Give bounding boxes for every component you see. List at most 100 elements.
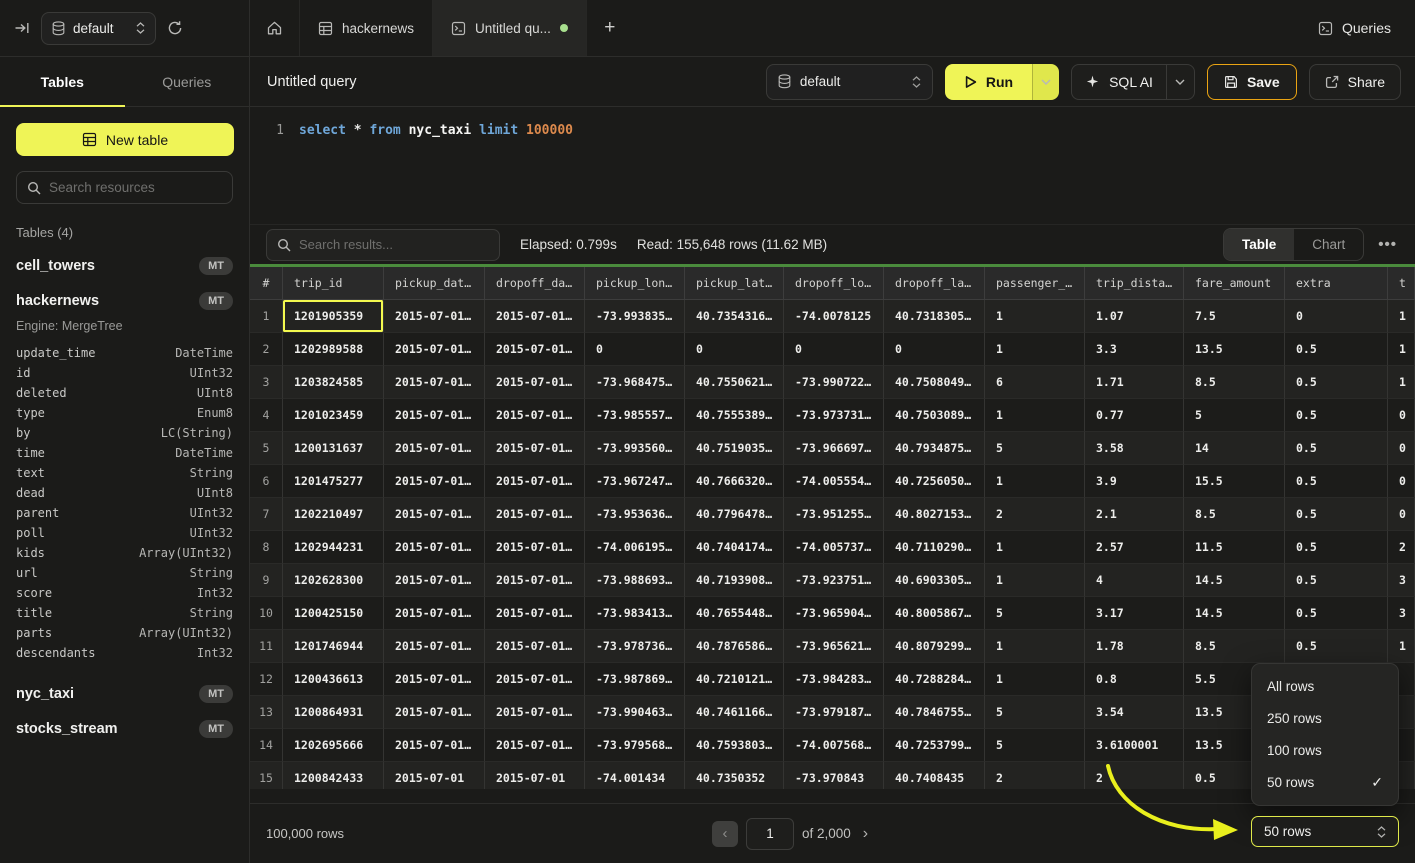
cell[interactable]: 0.8 — [1085, 663, 1184, 696]
cell[interactable]: -73.990463… — [585, 696, 685, 729]
cell[interactable]: 40.7404174… — [685, 531, 784, 564]
cell[interactable]: 2015-07-01… — [384, 663, 485, 696]
cell[interactable]: 3.17 — [1085, 597, 1184, 630]
cell[interactable]: 0.77 — [1085, 399, 1184, 432]
cell[interactable]: 2015-07-01… — [384, 531, 485, 564]
cell[interactable]: -73.987869… — [585, 663, 685, 696]
view-toggle-table[interactable]: Table — [1224, 229, 1294, 260]
column-header[interactable]: fare_amount — [1184, 267, 1285, 300]
run-button[interactable]: Run — [945, 64, 1032, 100]
cell[interactable]: -73.993835… — [585, 300, 685, 333]
row-number-cell[interactable]: 4 — [250, 399, 283, 432]
cell[interactable]: 1202944231 — [283, 531, 384, 564]
cell[interactable]: 1.71 — [1085, 366, 1184, 399]
cell[interactable]: 0.5 — [1285, 432, 1388, 465]
cell[interactable]: 2015-07-01… — [485, 399, 585, 432]
sidebar-item-cell-towers[interactable]: cell_towers MT — [16, 257, 233, 275]
cell[interactable]: 1 — [1388, 333, 1415, 366]
cell[interactable]: 40.6903305… — [884, 564, 985, 597]
cell[interactable]: 0 — [1388, 465, 1415, 498]
row-number-cell[interactable]: 5 — [250, 432, 283, 465]
cell[interactable]: 1 — [985, 663, 1085, 696]
cell[interactable]: 0 — [884, 333, 985, 366]
cell[interactable]: 7.5 — [1184, 300, 1285, 333]
cell[interactable]: -73.953636… — [585, 498, 685, 531]
cell[interactable]: 6 — [985, 366, 1085, 399]
column-header[interactable]: dropoff_la… — [884, 267, 985, 300]
cell[interactable]: 2015-07-01… — [384, 333, 485, 366]
results-search-input[interactable] — [299, 237, 489, 252]
rows-menu-item[interactable]: All rows — [1252, 670, 1398, 702]
cell[interactable]: 1 — [985, 465, 1085, 498]
cell[interactable]: 5 — [985, 432, 1085, 465]
cell[interactable]: 40.7354316… — [685, 300, 784, 333]
cell[interactable]: 1203824585 — [283, 366, 384, 399]
cell[interactable]: 0.5 — [1285, 597, 1388, 630]
cell[interactable]: 40.7519035… — [685, 432, 784, 465]
cell[interactable]: -73.978736… — [585, 630, 685, 663]
cell[interactable]: -73.970843 — [784, 762, 884, 789]
next-page-button[interactable]: › — [859, 825, 872, 843]
cell[interactable]: 1201905359 — [283, 300, 384, 333]
cell[interactable]: -73.967247… — [585, 465, 685, 498]
cell[interactable]: -73.983413… — [585, 597, 685, 630]
previous-page-button[interactable]: ‹ — [712, 821, 738, 847]
cell[interactable]: 2015-07-01… — [384, 366, 485, 399]
cell[interactable]: 40.7350352 — [685, 762, 784, 789]
cell[interactable]: 1202695666 — [283, 729, 384, 762]
cell[interactable]: 0 — [685, 333, 784, 366]
cell[interactable]: -73.988693… — [585, 564, 685, 597]
cell[interactable]: -74.007568… — [784, 729, 884, 762]
database-selector[interactable]: default — [41, 12, 156, 45]
cell[interactable]: 40.7288284… — [884, 663, 985, 696]
cell[interactable]: 2015-07-01… — [485, 564, 585, 597]
queries-button[interactable]: Queries — [1318, 0, 1391, 56]
cell[interactable]: -73.979187… — [784, 696, 884, 729]
cell[interactable]: 1200864931 — [283, 696, 384, 729]
tab-home[interactable] — [250, 0, 300, 56]
cell[interactable]: 3.9 — [1085, 465, 1184, 498]
cell[interactable]: -73.973731… — [784, 399, 884, 432]
cell[interactable]: 0.5 — [1285, 399, 1388, 432]
cell[interactable]: 2 — [1085, 762, 1184, 789]
cell[interactable]: 1201746944 — [283, 630, 384, 663]
cell[interactable]: 0.5 — [1285, 630, 1388, 663]
cell[interactable]: 0 — [1388, 498, 1415, 531]
sidebar-tab-queries[interactable]: Queries — [125, 57, 250, 106]
cell[interactable]: 4 — [1085, 564, 1184, 597]
cell[interactable]: -73.984283… — [784, 663, 884, 696]
cell[interactable]: -73.965904… — [784, 597, 884, 630]
cell[interactable]: 0.5 — [1285, 366, 1388, 399]
cell[interactable]: 2015-07-01… — [485, 366, 585, 399]
cell[interactable]: 1.07 — [1085, 300, 1184, 333]
cell[interactable]: 2015-07-01… — [485, 663, 585, 696]
cell[interactable]: 2015-07-01… — [384, 597, 485, 630]
cell[interactable]: 2015-07-01… — [384, 300, 485, 333]
cell[interactable]: 15.5 — [1184, 465, 1285, 498]
cell[interactable]: 11.5 — [1184, 531, 1285, 564]
new-table-button[interactable]: New table — [16, 123, 234, 156]
tab-untitled-query[interactable]: Untitled qu... — [433, 0, 587, 56]
cell[interactable]: -74.006195… — [585, 531, 685, 564]
cell[interactable]: 3.58 — [1085, 432, 1184, 465]
cell[interactable]: 5 — [985, 696, 1085, 729]
cell[interactable]: 2015-07-01… — [485, 729, 585, 762]
column-header[interactable]: dropoff_lo… — [784, 267, 884, 300]
cell[interactable]: 2015-07-01 — [384, 762, 485, 789]
cell[interactable]: -73.990722… — [784, 366, 884, 399]
cell[interactable]: 2015-07-01… — [485, 597, 585, 630]
cell[interactable]: 2015-07-01… — [485, 300, 585, 333]
cell[interactable]: 5 — [985, 729, 1085, 762]
row-number-cell[interactable]: 14 — [250, 729, 283, 762]
cell[interactable]: 2015-07-01… — [384, 498, 485, 531]
cell[interactable]: 1201023459 — [283, 399, 384, 432]
row-number-cell[interactable]: 13 — [250, 696, 283, 729]
cell[interactable]: 1 — [985, 333, 1085, 366]
cell[interactable]: 1 — [985, 630, 1085, 663]
row-number-cell[interactable]: 12 — [250, 663, 283, 696]
cell[interactable]: 5 — [985, 597, 1085, 630]
column-header[interactable]: # — [250, 267, 283, 300]
collapse-sidebar-icon[interactable] — [14, 21, 30, 35]
cell[interactable]: 2.1 — [1085, 498, 1184, 531]
cell[interactable]: 2015-07-01… — [485, 498, 585, 531]
